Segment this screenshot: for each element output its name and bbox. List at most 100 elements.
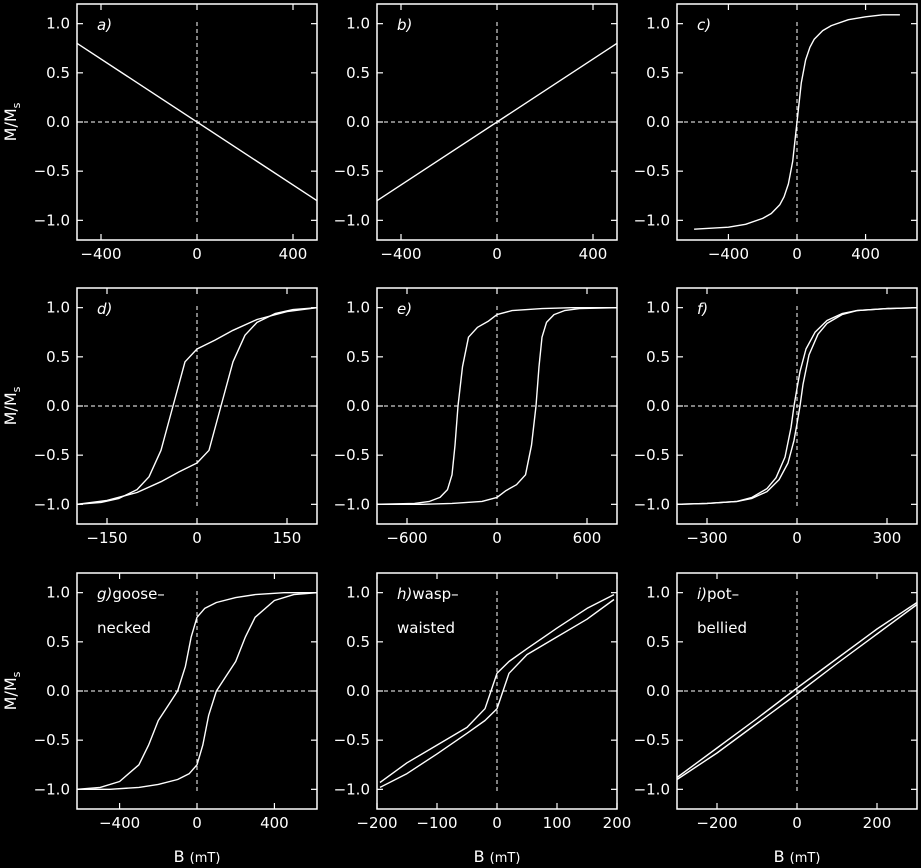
panel-label: a): [97, 16, 112, 34]
panel-b: 1.0 0.5 0.0 −0.5 −1.0 −400 0 400 b): [334, 3, 618, 263]
x-tick-label: −100: [416, 814, 457, 832]
series-curve-2: [377, 307, 618, 505]
y-tick-label: −0.5: [634, 446, 670, 464]
y-tick-label: −0.5: [34, 731, 70, 749]
x-tick-label: −200: [356, 814, 397, 832]
y-tick-label: −0.5: [334, 446, 370, 464]
x-tick-label: 400: [851, 245, 880, 263]
series-curve-1: [376, 307, 617, 505]
y-tick-label: −1.0: [334, 780, 370, 798]
x-tick-label: −400: [380, 245, 421, 263]
y-tick-label: −1.0: [634, 495, 670, 513]
y-tick-label: 0.5: [646, 348, 670, 366]
y-tick-label: 0.0: [46, 682, 70, 700]
x-tick-label: 400: [260, 814, 289, 832]
y-tick-label: 1.0: [646, 584, 670, 602]
y-axis-label: M/Ms: [1, 671, 23, 710]
y-tick-label: −0.5: [634, 731, 670, 749]
y-axis-label: M/Ms: [1, 386, 23, 425]
y-tick-label: 0.0: [646, 397, 670, 415]
y-tick-label: 1.0: [46, 299, 70, 317]
series-curve-1: [676, 601, 918, 779]
series-curve-1: [376, 42, 618, 202]
y-tick-label: 0.5: [46, 633, 70, 651]
y-axis-label: M/Ms: [1, 102, 23, 141]
x-tick-label: 0: [492, 245, 502, 263]
panel-label: c): [697, 16, 711, 34]
y-tick-label: 0.0: [346, 397, 370, 415]
x-tick-label: 600: [573, 529, 602, 547]
x-tick-label: −400: [80, 245, 121, 263]
y-tick-label: 0.0: [346, 682, 370, 700]
x-tick-label: 0: [792, 529, 802, 547]
x-tick-label: −400: [99, 814, 140, 832]
y-tick-label: 0.5: [646, 64, 670, 82]
x-tick-label: −200: [696, 814, 737, 832]
panel-d: 1.0 0.5 0.0 −0.5 −1.0 −150 0 150 d): [34, 287, 318, 547]
y-tick-label: −0.5: [334, 731, 370, 749]
y-tick-label: −0.5: [634, 162, 670, 180]
panel-g: 1.0 0.5 0.0 −0.5 −1.0 −400 0 400 g)goose– necked: [34, 572, 318, 832]
y-tick-label: 0.0: [346, 113, 370, 131]
series-curve-1: [676, 307, 918, 505]
series-curve-1: [379, 593, 615, 784]
panel-label: h)wasp–: [397, 585, 459, 603]
x-tick-label: 100: [543, 814, 572, 832]
y-tick-label: 1.0: [646, 15, 670, 33]
x-tick-label: 300: [873, 529, 902, 547]
x-tick-label: −300: [686, 529, 727, 547]
panel-label: d): [97, 300, 112, 318]
panel-label: f): [697, 300, 708, 318]
series-curve-2: [76, 307, 318, 505]
x-axis-label: B (mT): [474, 847, 521, 866]
x-tick-label: 0: [192, 245, 202, 263]
series-curve-1: [76, 592, 317, 790]
y-tick-label: 0.5: [346, 633, 370, 651]
y-tick-label: −1.0: [634, 211, 670, 229]
series-curve-2: [77, 592, 318, 790]
panel-f: 1.0 0.5 0.0 −0.5 −1.0 −300 0 300 f): [634, 287, 918, 547]
series-curve-2: [379, 598, 615, 789]
y-tick-label: 0.0: [646, 113, 670, 131]
panel-label: e): [397, 300, 412, 318]
y-tick-label: 0.0: [46, 397, 70, 415]
y-tick-label: −1.0: [34, 780, 70, 798]
x-tick-label: 0: [492, 814, 502, 832]
y-tick-label: −0.5: [34, 162, 70, 180]
panel-a: 1.0 0.5 0.0 −0.5 −1.0 −400 0 400 a): [34, 3, 318, 263]
x-tick-label: −600: [386, 529, 427, 547]
y-tick-label: 0.5: [46, 64, 70, 82]
series-curve-1: [76, 42, 318, 202]
y-tick-label: 1.0: [346, 15, 370, 33]
panel-label-line2: necked: [97, 619, 151, 637]
y-tick-label: 1.0: [46, 15, 70, 33]
y-tick-label: −1.0: [34, 495, 70, 513]
x-tick-label: 0: [192, 529, 202, 547]
series-curve-2: [676, 307, 918, 505]
x-tick-label: 400: [279, 245, 308, 263]
x-tick-label: 150: [273, 529, 302, 547]
x-tick-label: 200: [863, 814, 892, 832]
y-tick-label: −0.5: [334, 162, 370, 180]
x-tick-label: 0: [192, 814, 202, 832]
x-tick-label: 400: [579, 245, 608, 263]
x-tick-label: 0: [792, 245, 802, 263]
panel-label: g)goose–: [97, 585, 165, 603]
y-tick-label: −1.0: [634, 780, 670, 798]
panel-e: 1.0 0.5 0.0 −0.5 −1.0 −600 0 600 e): [334, 287, 618, 547]
y-tick-label: −1.0: [334, 211, 370, 229]
panel-i: 1.0 0.5 0.0 −0.5 −1.0 −200 0 200 i)pot– bellied: [634, 572, 918, 832]
y-tick-label: 1.0: [646, 299, 670, 317]
series-curve-1: [694, 14, 900, 230]
y-tick-label: 1.0: [346, 299, 370, 317]
y-tick-label: 0.5: [46, 348, 70, 366]
y-tick-label: −1.0: [334, 495, 370, 513]
y-tick-label: 1.0: [346, 584, 370, 602]
x-axis-label: B (mT): [174, 847, 221, 866]
y-tick-label: 0.5: [346, 348, 370, 366]
panel-label-line2: bellied: [697, 619, 747, 637]
x-tick-label: 0: [792, 814, 802, 832]
series-curve-2: [676, 603, 918, 781]
y-tick-label: 0.5: [646, 633, 670, 651]
